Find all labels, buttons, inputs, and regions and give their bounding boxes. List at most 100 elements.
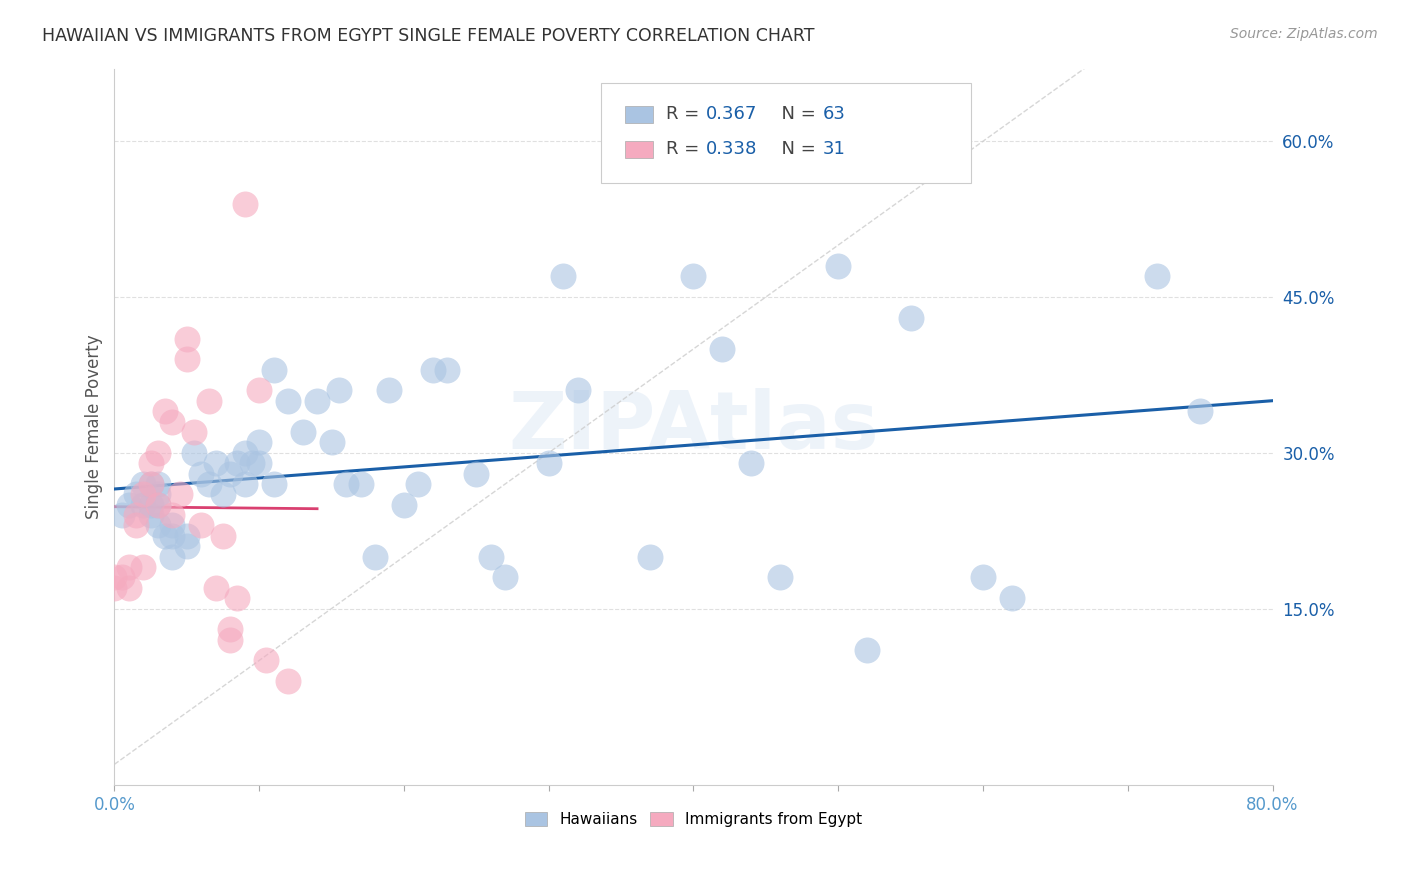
Point — [856, 643, 879, 657]
Point — [132, 477, 155, 491]
Point — [233, 446, 256, 460]
Point — [711, 342, 734, 356]
Legend: Hawaiians, Immigrants from Egypt: Hawaiians, Immigrants from Egypt — [517, 804, 870, 835]
Point — [162, 415, 184, 429]
Point — [176, 539, 198, 553]
Point — [226, 456, 249, 470]
Point — [219, 632, 242, 647]
Point — [132, 487, 155, 501]
Point — [169, 487, 191, 501]
Point — [378, 384, 401, 398]
FancyBboxPatch shape — [626, 106, 652, 123]
Point — [146, 518, 169, 533]
Text: ZIPAtlas: ZIPAtlas — [508, 388, 879, 466]
Point — [537, 456, 560, 470]
Point — [118, 581, 141, 595]
Y-axis label: Single Female Poverty: Single Female Poverty — [86, 334, 103, 519]
Point — [197, 477, 219, 491]
Text: Source: ZipAtlas.com: Source: ZipAtlas.com — [1230, 27, 1378, 41]
Point — [118, 560, 141, 574]
Point — [465, 467, 488, 481]
Point — [153, 529, 176, 543]
Point — [139, 508, 162, 522]
FancyBboxPatch shape — [600, 83, 972, 183]
Point — [638, 549, 661, 564]
Point — [900, 310, 922, 325]
Point — [146, 498, 169, 512]
Point — [1146, 269, 1168, 284]
Point — [125, 508, 148, 522]
Point — [176, 529, 198, 543]
Point — [146, 487, 169, 501]
Point — [307, 393, 329, 408]
Point — [740, 456, 762, 470]
Point — [567, 384, 589, 398]
Text: N =: N = — [770, 140, 821, 158]
Point — [277, 674, 299, 689]
Point — [321, 435, 343, 450]
Point — [233, 477, 256, 491]
Text: 0.338: 0.338 — [706, 140, 758, 158]
Text: HAWAIIAN VS IMMIGRANTS FROM EGYPT SINGLE FEMALE POVERTY CORRELATION CHART: HAWAIIAN VS IMMIGRANTS FROM EGYPT SINGLE… — [42, 27, 814, 45]
Point — [139, 477, 162, 491]
Point — [408, 477, 430, 491]
Point — [254, 653, 277, 667]
Point — [118, 498, 141, 512]
Point — [197, 393, 219, 408]
Point — [111, 508, 134, 522]
Point — [233, 196, 256, 211]
Point — [219, 467, 242, 481]
Point — [553, 269, 575, 284]
Point — [162, 518, 184, 533]
Point — [494, 570, 516, 584]
Point — [162, 529, 184, 543]
Point — [183, 446, 205, 460]
Point — [139, 456, 162, 470]
Text: 0.367: 0.367 — [706, 104, 758, 123]
Point — [240, 456, 263, 470]
Point — [146, 446, 169, 460]
Point — [682, 269, 704, 284]
Point — [247, 435, 270, 450]
Point — [103, 581, 125, 595]
Point — [212, 487, 235, 501]
Point — [125, 518, 148, 533]
Point — [479, 549, 502, 564]
Point — [190, 467, 212, 481]
Point — [1001, 591, 1024, 606]
Point — [335, 477, 357, 491]
Point — [176, 352, 198, 367]
Point — [153, 404, 176, 418]
Point — [139, 477, 162, 491]
Point — [132, 560, 155, 574]
Text: 63: 63 — [823, 104, 846, 123]
Point — [111, 570, 134, 584]
Point — [263, 362, 285, 376]
Text: 31: 31 — [823, 140, 846, 158]
Point — [146, 498, 169, 512]
Point — [364, 549, 387, 564]
Point — [291, 425, 314, 439]
Point — [422, 362, 444, 376]
Point — [247, 456, 270, 470]
Text: N =: N = — [770, 104, 821, 123]
Point — [219, 623, 242, 637]
Point — [125, 487, 148, 501]
Point — [190, 518, 212, 533]
Point — [328, 384, 350, 398]
Point — [769, 570, 792, 584]
Point — [176, 332, 198, 346]
Point — [212, 529, 235, 543]
Point — [204, 456, 226, 470]
Text: R =: R = — [665, 104, 704, 123]
Point — [392, 498, 415, 512]
Point — [204, 581, 226, 595]
Point — [263, 477, 285, 491]
Point — [146, 477, 169, 491]
Point — [972, 570, 994, 584]
FancyBboxPatch shape — [626, 141, 652, 158]
Text: R =: R = — [665, 140, 704, 158]
Point — [247, 384, 270, 398]
Point — [1189, 404, 1212, 418]
Point — [103, 570, 125, 584]
